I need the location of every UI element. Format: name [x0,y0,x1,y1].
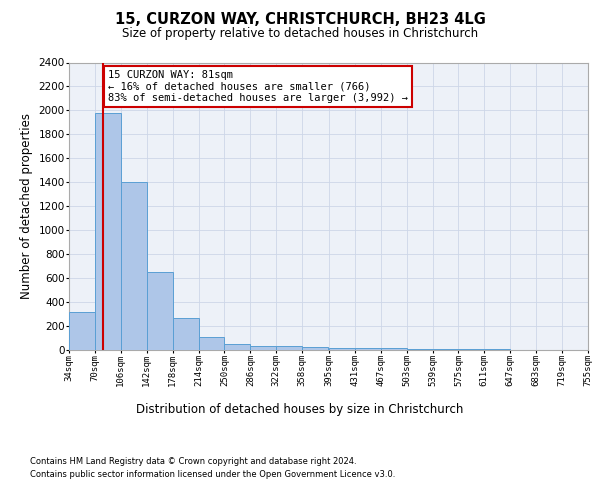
Bar [407,348,433,350]
Bar [69,312,95,350]
Bar [355,348,380,350]
Bar [250,346,277,350]
Bar [147,272,173,350]
Bar [277,346,302,350]
Bar [380,348,407,350]
Text: 15 CURZON WAY: 81sqm
← 16% of detached houses are smaller (766)
83% of semi-deta: 15 CURZON WAY: 81sqm ← 16% of detached h… [108,70,408,103]
Text: Size of property relative to detached houses in Christchurch: Size of property relative to detached ho… [122,28,478,40]
Bar [458,349,484,350]
Bar [224,344,250,350]
Text: Contains public sector information licensed under the Open Government Licence v3: Contains public sector information licen… [30,470,395,479]
Bar [199,337,224,350]
Y-axis label: Number of detached properties: Number of detached properties [20,114,33,299]
Bar [302,347,328,350]
Text: Contains HM Land Registry data © Crown copyright and database right 2024.: Contains HM Land Registry data © Crown c… [30,458,356,466]
Bar [95,113,121,350]
Text: 15, CURZON WAY, CHRISTCHURCH, BH23 4LG: 15, CURZON WAY, CHRISTCHURCH, BH23 4LG [115,12,485,28]
Bar [433,349,458,350]
Bar [173,318,199,350]
Bar [121,182,147,350]
Text: Distribution of detached houses by size in Christchurch: Distribution of detached houses by size … [136,402,464,415]
Bar [329,348,355,350]
